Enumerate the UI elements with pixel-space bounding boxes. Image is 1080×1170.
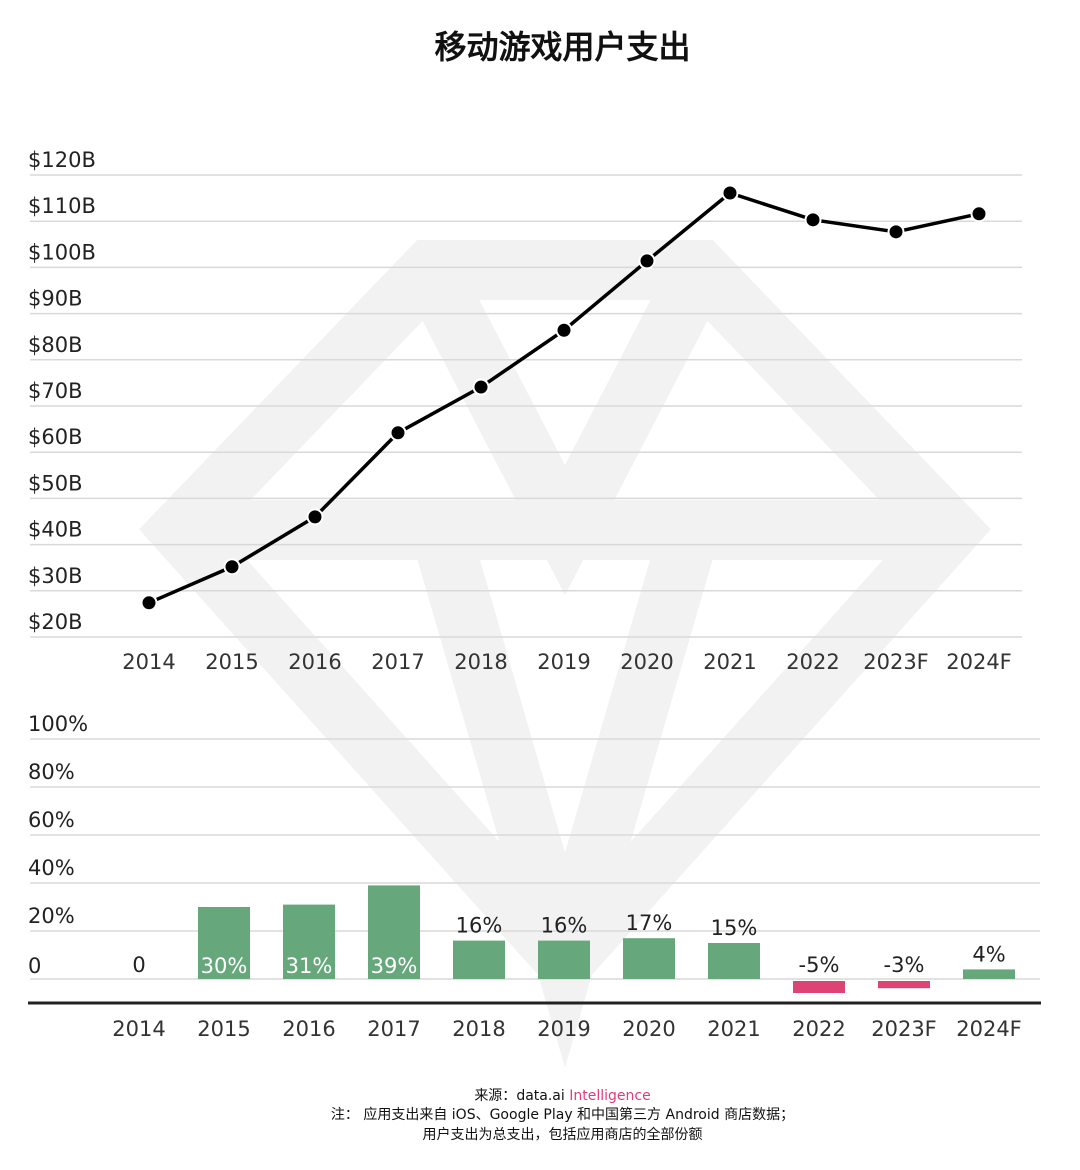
x-tick-label: 2021: [703, 650, 756, 674]
y-tick-label: $120B: [28, 148, 96, 172]
data-point: [389, 424, 407, 442]
data-label: 30%: [201, 954, 248, 978]
bar: [708, 943, 760, 979]
y-tick-label: $60B: [28, 425, 83, 449]
x-tick-label: 2019: [537, 650, 590, 674]
bar: [453, 940, 505, 979]
y-tick-label: 40%: [28, 856, 75, 880]
y-tick-label: 80%: [28, 760, 75, 784]
y-tick-label: 0: [28, 954, 41, 978]
y-tick-label: 100%: [28, 712, 88, 736]
data-point: [306, 508, 324, 526]
x-tick-label: 2022: [792, 1017, 845, 1041]
data-point: [223, 558, 241, 576]
bar: [623, 938, 675, 979]
data-label: 39%: [371, 954, 418, 978]
y-tick-label: $70B: [28, 379, 83, 403]
x-tick-label: 2023F: [871, 1017, 937, 1041]
data-point: [472, 378, 490, 396]
data-label: -3%: [884, 953, 925, 977]
data-label: 17%: [626, 911, 673, 935]
diamond-logo-watermark-line: [403, 256, 727, 596]
x-tick-label: 2019: [537, 1017, 590, 1041]
x-tick-label: 2014: [112, 1017, 165, 1041]
data-label: 0: [132, 953, 145, 977]
chart-title: 移动游戏用户支出: [434, 28, 691, 66]
x-tick-label: 2022: [786, 650, 839, 674]
x-tick-label: 2017: [367, 1017, 420, 1041]
y-tick-label: 60%: [28, 808, 75, 832]
source-line: 来源：data.ai Intelligence: [0, 1085, 1080, 1105]
data-label: 15%: [711, 916, 758, 940]
data-point: [970, 205, 988, 223]
bar: [368, 885, 420, 979]
y-tick-label: $20B: [28, 610, 83, 634]
bar: [963, 969, 1015, 979]
data-label: 16%: [541, 914, 588, 938]
bar: [793, 981, 845, 993]
x-tick-label: 2023F: [863, 650, 929, 674]
x-tick-label: 2024F: [946, 650, 1012, 674]
y-tick-label: $40B: [28, 518, 83, 542]
x-tick-label: 2016: [282, 1017, 335, 1041]
y-tick-label: $110B: [28, 194, 96, 218]
y-tick-label: $80B: [28, 333, 83, 357]
data-point: [140, 594, 158, 612]
x-tick-label: 2018: [454, 650, 507, 674]
data-label: -5%: [799, 953, 840, 977]
data-label: 31%: [286, 954, 333, 978]
y-tick-label: $50B: [28, 471, 83, 495]
data-point: [804, 211, 822, 229]
note-line-1: 注： 应用支出来自 iOS、Google Play 和中国第三方 Android…: [330, 1107, 795, 1123]
x-tick-label: 2017: [371, 650, 424, 674]
x-tick-label: 2020: [620, 650, 673, 674]
x-tick-label: 2016: [288, 650, 341, 674]
y-tick-label: $90B: [28, 287, 83, 311]
source-name: data.ai: [516, 1088, 565, 1104]
source-brand: Intelligence: [569, 1088, 651, 1104]
bar: [283, 904, 335, 979]
data-point: [887, 223, 905, 241]
x-tick-label: 2014: [122, 650, 175, 674]
x-tick-label: 2015: [205, 650, 258, 674]
bar: [198, 907, 250, 979]
note-line-2: 用户支出为总支出，包括应用商店的全部份额: [422, 1127, 703, 1143]
x-tick-label: 2020: [622, 1017, 675, 1041]
y-tick-label: 20%: [28, 904, 75, 928]
y-tick-label: $100B: [28, 240, 96, 264]
data-point: [555, 321, 573, 339]
bar: [878, 981, 930, 989]
bar: [538, 940, 590, 979]
x-tick-label: 2024F: [956, 1017, 1022, 1041]
x-tick-label: 2021: [707, 1017, 760, 1041]
x-tick-label: 2015: [197, 1017, 250, 1041]
data-point: [721, 184, 739, 202]
data-point: [638, 252, 656, 270]
data-label: 16%: [456, 914, 503, 938]
x-tick-label: 2018: [452, 1017, 505, 1041]
data-label: 4%: [972, 942, 1005, 966]
diamond-logo-watermark: [139, 240, 991, 1005]
source-label: 来源：: [474, 1088, 517, 1104]
y-tick-label: $30B: [28, 564, 83, 588]
